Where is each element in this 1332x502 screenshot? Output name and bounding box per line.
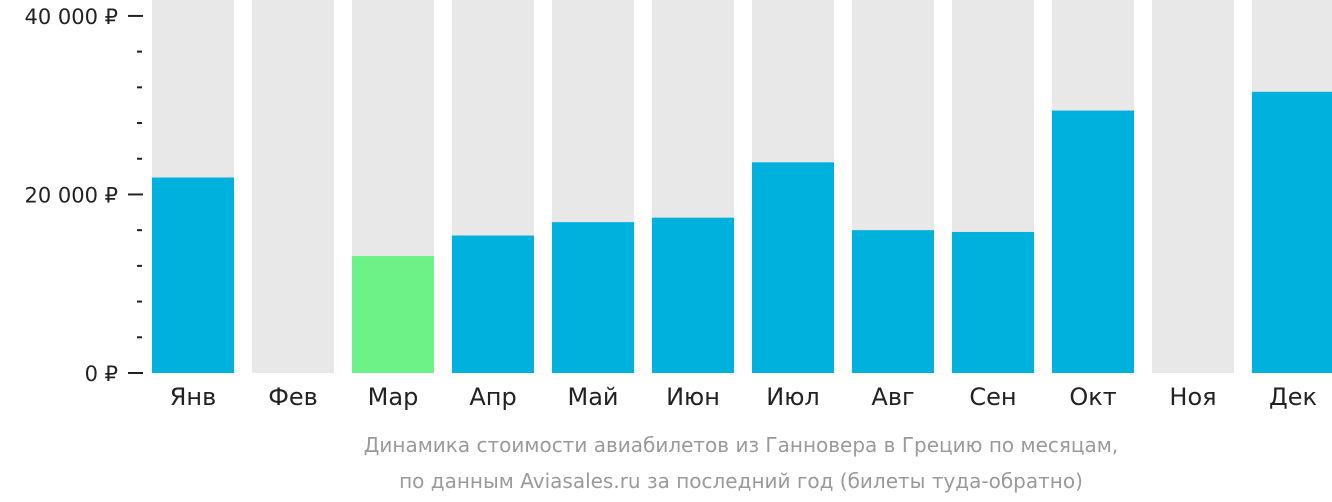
bar-Янв[interactable]: [152, 177, 234, 373]
chart-caption: Динамика стоимости авиабилетов из Ганнов…: [364, 433, 1118, 493]
bar-Мар[interactable]: [352, 256, 434, 373]
x-tick-label: Апр: [469, 383, 516, 411]
x-tick-label: Фев: [268, 383, 318, 411]
bar-Июл[interactable]: [752, 162, 834, 373]
bar-Июн[interactable]: [652, 217, 734, 373]
x-tick-label: Окт: [1069, 383, 1116, 411]
y-tick-label: 40 000 ₽: [24, 5, 118, 29]
x-tick-label: Дек: [1269, 383, 1317, 411]
caption-line-2: по данным Aviasales.ru за последний год …: [399, 469, 1083, 493]
bars-group: [152, 0, 1332, 374]
bar-Апр[interactable]: [452, 235, 534, 373]
x-tick-label: Июл: [766, 383, 820, 411]
y-tick-label: 0 ₽: [85, 362, 118, 386]
x-tick-label: Сен: [969, 383, 1016, 411]
x-tick-label: Ноя: [1169, 383, 1216, 411]
x-axis-labels: Янв Фев Мар Апр Май Июн Июл Авг Сен Окт Ноя Дек: [170, 383, 1317, 411]
y-axis: 40 000 ₽ 20 000 ₽ 0 ₽: [24, 5, 143, 386]
x-tick-label: Янв: [170, 383, 217, 411]
x-tick-label: Мар: [368, 383, 419, 411]
bar-Май[interactable]: [552, 222, 634, 373]
y-tick-label: 20 000 ₽: [24, 183, 118, 207]
caption-line-1: Динамика стоимости авиабилетов из Ганнов…: [364, 433, 1118, 457]
bar-background: [252, 0, 334, 373]
bar-Окт[interactable]: [1052, 110, 1134, 374]
bar-Дек[interactable]: [1252, 91, 1332, 374]
bar-Авг[interactable]: [852, 230, 934, 373]
bar-Сен[interactable]: [952, 231, 1034, 373]
x-tick-label: Июн: [666, 383, 720, 411]
x-tick-label: Май: [567, 383, 618, 411]
x-tick-label: Авг: [871, 383, 914, 411]
bar-background: [1152, 0, 1234, 373]
